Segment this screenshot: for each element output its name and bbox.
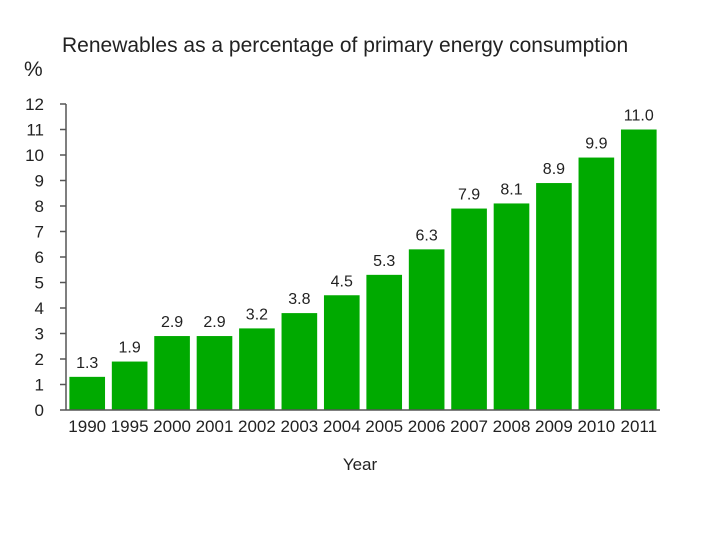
- x-tick-label: 2006: [408, 417, 446, 436]
- data-label: 1.9: [119, 340, 141, 357]
- bar: [154, 336, 190, 410]
- y-tick-label: 3: [35, 325, 44, 344]
- data-labels-group: 1.3 1.9 2.9 2.9 3.2 3.8 4.5 5.3 6.3 7.9 8.1 8.9 9.9 1…: [76, 108, 654, 372]
- bar: [111, 361, 148, 410]
- bar: [239, 328, 275, 410]
- data-label: 8.9: [543, 161, 565, 178]
- x-axis-title: Year: [343, 455, 378, 474]
- data-label: 1.3: [76, 355, 98, 372]
- y-tick-label: 12: [25, 95, 44, 114]
- y-axis-label: %: [24, 58, 43, 81]
- x-tick-label: 2007: [450, 417, 488, 436]
- y-tick-label: 4: [35, 299, 44, 318]
- x-tick-label: 2010: [577, 417, 615, 436]
- y-tick-label: 7: [35, 223, 44, 242]
- bar: [366, 274, 403, 410]
- bar: [323, 295, 360, 410]
- chart-title: Renewables as a percentage of primary en…: [62, 34, 628, 57]
- x-tick-label: 1990: [68, 417, 106, 436]
- y-tick-label: 9: [35, 172, 44, 191]
- x-tick-label: 2009: [535, 417, 573, 436]
- data-label: 5.3: [373, 253, 395, 270]
- x-tick-label: 2001: [196, 417, 234, 436]
- data-label: 3.8: [288, 291, 310, 308]
- x-tick-label: 2005: [365, 417, 403, 436]
- bars-group: [69, 129, 657, 410]
- bar: [281, 313, 318, 410]
- bar: [536, 183, 572, 410]
- data-label: 11.0: [624, 108, 654, 125]
- data-label: 3.2: [246, 306, 268, 323]
- y-tick-label: 8: [35, 197, 44, 216]
- bar: [451, 208, 487, 410]
- bar: [69, 376, 106, 410]
- y-tick-label: 11: [26, 121, 44, 140]
- x-tick-label: 2003: [280, 417, 318, 436]
- data-label: 4.5: [331, 273, 353, 290]
- y-tick-label: 0: [35, 401, 44, 420]
- y-tick-label: 10: [25, 146, 44, 165]
- y-tick-label: 5: [35, 274, 44, 293]
- x-tick-label: 2002: [238, 417, 276, 436]
- data-label: 8.1: [500, 181, 522, 198]
- x-tick-label: 2004: [323, 417, 361, 436]
- x-axis-ticks: 1990 1995 2000 2001 2002 2003 2004 2005 2006 2007…: [68, 417, 657, 436]
- x-tick-label: 2011: [621, 417, 658, 436]
- x-tick-label: 1995: [111, 417, 149, 436]
- y-tick-label: 6: [35, 248, 44, 267]
- data-label: 9.9: [585, 136, 607, 153]
- y-tick-label: 1: [35, 376, 44, 395]
- bar: [408, 249, 445, 410]
- data-label: 2.9: [161, 314, 183, 331]
- bar: [620, 129, 657, 410]
- data-label: 6.3: [416, 227, 438, 244]
- bar: [493, 203, 530, 410]
- data-label: 2.9: [203, 314, 225, 331]
- data-label: 7.9: [458, 187, 480, 204]
- bar: [578, 157, 615, 410]
- bar: [196, 336, 233, 410]
- x-tick-label: 2008: [493, 417, 531, 436]
- y-tick-label: 2: [35, 350, 44, 369]
- x-tick-label: 2000: [153, 417, 191, 436]
